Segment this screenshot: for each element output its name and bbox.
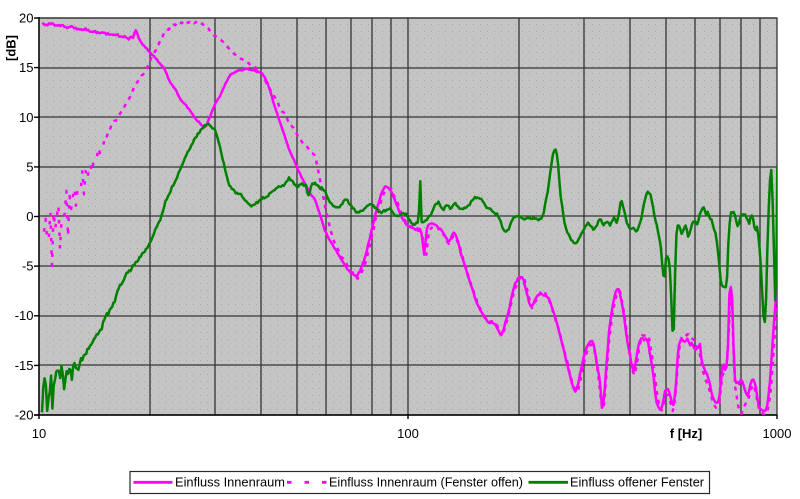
svg-text:15: 15: [19, 60, 33, 75]
svg-text:Einfluss Innenraum: Einfluss Innenraum: [175, 475, 285, 490]
svg-text:-15: -15: [15, 358, 34, 373]
svg-text:Einfluss offener Fenster: Einfluss offener Fenster: [570, 475, 705, 490]
svg-text:f [Hz]: f [Hz]: [670, 426, 703, 441]
svg-text:-10: -10: [15, 308, 34, 323]
svg-text:10: 10: [32, 426, 46, 441]
svg-text:1000: 1000: [763, 426, 792, 441]
svg-text:10: 10: [19, 110, 33, 125]
svg-text:Einfluss Innenraum (Fenster of: Einfluss Innenraum (Fenster offen): [329, 475, 523, 490]
svg-text:-20: -20: [15, 408, 34, 423]
svg-text:[dB]: [dB]: [4, 35, 19, 61]
svg-text:-5: -5: [22, 259, 34, 274]
svg-text:20: 20: [19, 11, 33, 26]
svg-text:0: 0: [26, 209, 33, 224]
svg-text:5: 5: [26, 159, 33, 174]
svg-text:100: 100: [397, 426, 419, 441]
